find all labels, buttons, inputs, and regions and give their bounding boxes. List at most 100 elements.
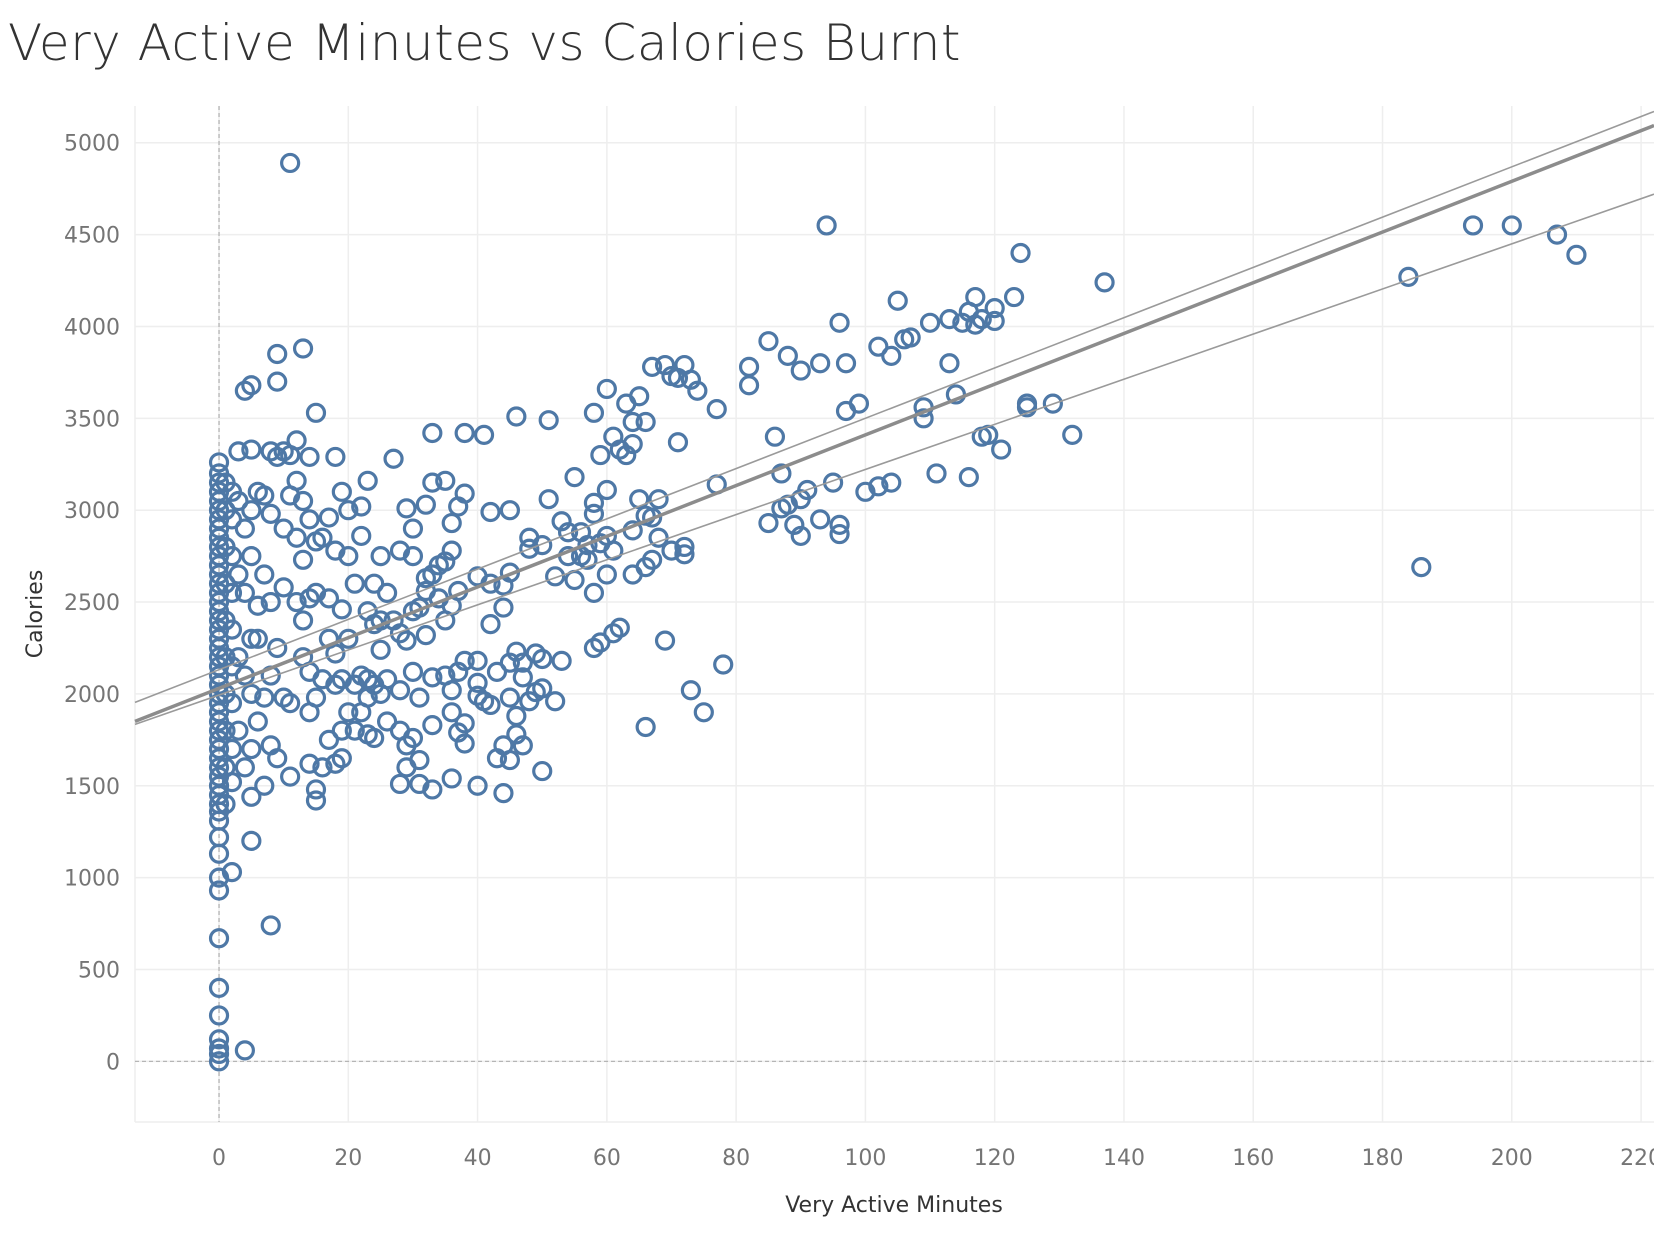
data-point (829, 514, 850, 535)
data-point (1016, 397, 1038, 418)
chart-title: Very Active Minutes vs Calories Burnt (8, 14, 962, 72)
data-point (622, 433, 643, 455)
data-point (532, 648, 553, 670)
trend-lines (134, 110, 1654, 726)
data-point (221, 772, 243, 793)
data-point (241, 628, 262, 649)
y-tick-label: 2000 (64, 683, 120, 708)
data-point (486, 661, 508, 682)
data-point (241, 830, 262, 852)
y-tick-label: 1500 (64, 775, 120, 800)
data-point (583, 492, 605, 513)
x-tick-label: 100 (844, 1146, 886, 1171)
y-tick-label: 500 (78, 959, 120, 984)
data-point (512, 735, 533, 756)
data-point (286, 470, 307, 491)
data-point (835, 353, 857, 374)
data-point (583, 582, 605, 603)
data-point (532, 678, 553, 699)
data-point (635, 411, 656, 433)
data-point (357, 470, 378, 491)
data-point (454, 483, 475, 504)
data-point (680, 680, 701, 701)
data-point (422, 715, 443, 736)
data-point (305, 402, 327, 423)
data-point (532, 760, 553, 782)
data-point (622, 411, 643, 433)
data-point (797, 479, 818, 501)
data-point (215, 794, 236, 815)
trend-line (134, 123, 1654, 723)
data-point (1411, 557, 1432, 578)
data-point (913, 408, 934, 429)
data-point (648, 527, 669, 548)
data-point (674, 536, 695, 558)
data-point (441, 702, 462, 723)
data-point (642, 507, 663, 528)
x-tick-label: 200 (1491, 1146, 1533, 1171)
confidence-band-upper (134, 110, 1654, 704)
data-point (221, 738, 243, 760)
data-point (325, 643, 346, 664)
data-point (402, 518, 424, 539)
data-point (583, 402, 605, 423)
data-point (338, 702, 359, 723)
data-point (221, 693, 243, 714)
data-point (829, 523, 850, 545)
data-point (260, 503, 281, 524)
data-point (221, 546, 243, 567)
data-point (273, 518, 294, 539)
data-point (939, 353, 960, 374)
data-point (506, 406, 527, 427)
data-point (208, 1051, 230, 1072)
data-point (318, 507, 340, 528)
data-point (473, 424, 495, 445)
data-point (221, 509, 243, 530)
data-point (344, 720, 365, 741)
x-tick-label: 40 (464, 1146, 492, 1171)
data-point (1094, 272, 1115, 293)
data-point (758, 512, 779, 534)
data-point (208, 1029, 230, 1050)
data-point (454, 422, 475, 444)
data-point (532, 535, 553, 556)
confidence-band-lower (134, 193, 1654, 726)
y-tick-label: 3000 (64, 499, 120, 524)
data-point (816, 215, 837, 236)
data-point (415, 494, 436, 515)
data-point (331, 720, 352, 741)
data-point (810, 509, 831, 530)
data-point (667, 432, 689, 453)
data-point (364, 727, 385, 749)
data-point (241, 683, 262, 705)
data-point (454, 650, 475, 671)
data-point (338, 546, 359, 567)
x-tick-label: 0 (212, 1146, 226, 1171)
data-point (764, 426, 786, 447)
data-point (286, 430, 307, 451)
data-point (221, 619, 243, 640)
data-point (1546, 224, 1568, 245)
data-point (583, 503, 605, 524)
x-tick-label: 60 (593, 1146, 621, 1171)
data-point (887, 290, 908, 311)
data-point (228, 441, 249, 462)
data-point (228, 490, 249, 512)
data-point (338, 500, 359, 521)
data-point (292, 490, 314, 512)
y-axis-title: Calories (23, 570, 48, 659)
x-tick-label: 120 (974, 1146, 1016, 1171)
data-point (687, 380, 708, 401)
data-point (267, 637, 288, 659)
data-point (939, 309, 960, 330)
data-point (596, 564, 617, 585)
x-axis-ticks: 0 20 40 60 80 100 120 140 160 180 200 220 (212, 1146, 1654, 1171)
data-point (305, 790, 327, 811)
x-tick-label: 20 (334, 1146, 362, 1171)
data-point (519, 538, 540, 559)
data-point (344, 573, 365, 594)
data-point (338, 628, 359, 649)
data-point (305, 687, 327, 708)
data-point (635, 716, 656, 738)
